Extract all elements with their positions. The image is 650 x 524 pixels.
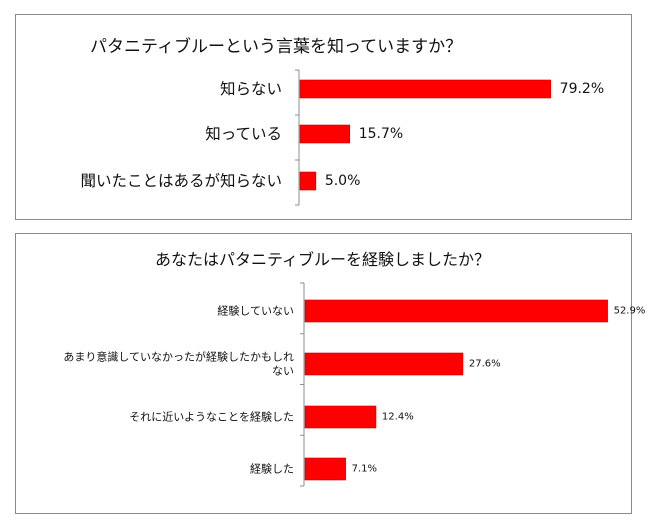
bar <box>299 171 317 191</box>
data-label: 15.7% <box>359 126 403 142</box>
category-label: 知っている <box>205 125 282 143</box>
category-label: 知らない <box>220 80 282 98</box>
category-label: それに近いようなことを経験した <box>129 410 294 424</box>
chart-panel-awareness: パタニティブルーという言葉を知っていますか？ <box>15 14 632 220</box>
category-label: あまり意識していなかったが経験したかもしれ <box>63 350 294 364</box>
data-label: 7.1% <box>352 464 377 475</box>
bar <box>304 457 346 481</box>
data-label: 79.2% <box>560 81 604 97</box>
bar <box>304 299 608 323</box>
bar <box>299 79 551 99</box>
chart-title: あなたはパタニティブルーを経験しましたか？ <box>155 250 491 269</box>
data-label: 5.0% <box>325 173 361 189</box>
category-label: 経験した <box>250 462 294 476</box>
bar <box>304 405 377 429</box>
category-label: ない <box>272 365 294 378</box>
bar <box>299 124 350 144</box>
chart-title: パタニティブルーという言葉を知っていますか？ <box>90 37 463 57</box>
data-label: 12.4% <box>382 412 414 423</box>
data-label: 27.6% <box>469 359 501 370</box>
bar <box>304 352 464 376</box>
category-label: 聞いたことはあるが知らない <box>80 172 282 190</box>
category-label: 経験していない <box>217 304 294 318</box>
data-label: 52.9% <box>614 306 646 317</box>
